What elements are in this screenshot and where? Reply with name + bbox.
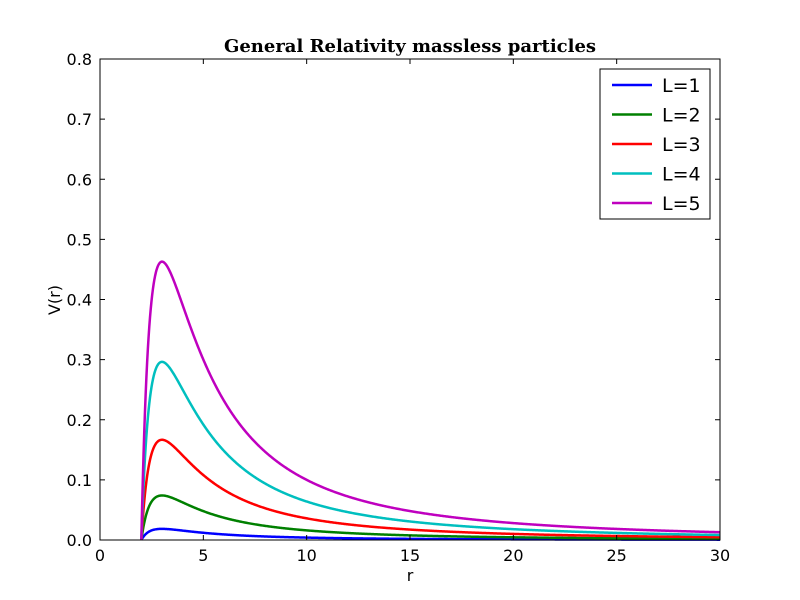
x-tick-label: 20 — [503, 546, 523, 565]
legend-label-L5: L=5 — [662, 193, 701, 215]
series-line-L5 — [140, 260, 721, 541]
x-axis-label: r — [407, 566, 414, 585]
series-line-L4 — [140, 360, 721, 541]
y-tick-label: 0.6 — [67, 170, 92, 189]
x-tick-label: 25 — [606, 546, 626, 565]
y-tick-label: 0.3 — [67, 351, 92, 370]
x-tick-label: 5 — [198, 546, 208, 565]
legend-label-L2: L=2 — [662, 105, 701, 127]
x-tick-label: 10 — [296, 546, 316, 565]
series-line-L2 — [140, 494, 721, 541]
legend-label-L4: L=4 — [662, 164, 701, 186]
y-tick-label: 0.1 — [67, 471, 92, 490]
y-tick-label: 0.4 — [67, 291, 92, 310]
y-tick-label: 0.0 — [67, 531, 92, 550]
y-tick-label: 0.7 — [67, 110, 92, 129]
y-tick-label: 0.8 — [67, 50, 92, 69]
chart-title: General Relativity massless particles — [224, 36, 596, 57]
series-line-L3 — [140, 438, 721, 541]
y-tick-label: 0.2 — [67, 411, 92, 430]
y-axis-label: V(r) — [45, 285, 64, 315]
legend: L=1 L=2 L=3 L=4 L=5 — [599, 68, 711, 220]
x-axis: 0 5 10 15 20 25 30 — [95, 59, 730, 565]
x-tick-label: 30 — [710, 546, 730, 565]
legend-label-L1: L=1 — [662, 75, 701, 97]
series-layer — [140, 260, 721, 541]
y-tick-label: 0.5 — [67, 230, 92, 249]
x-tick-label: 15 — [400, 546, 420, 565]
y-axis: 0.0 0.1 0.2 0.3 0.4 0.5 0.6 0.7 0.8 — [67, 50, 720, 550]
x-tick-label: 0 — [95, 546, 105, 565]
legend-label-L3: L=3 — [662, 134, 701, 156]
